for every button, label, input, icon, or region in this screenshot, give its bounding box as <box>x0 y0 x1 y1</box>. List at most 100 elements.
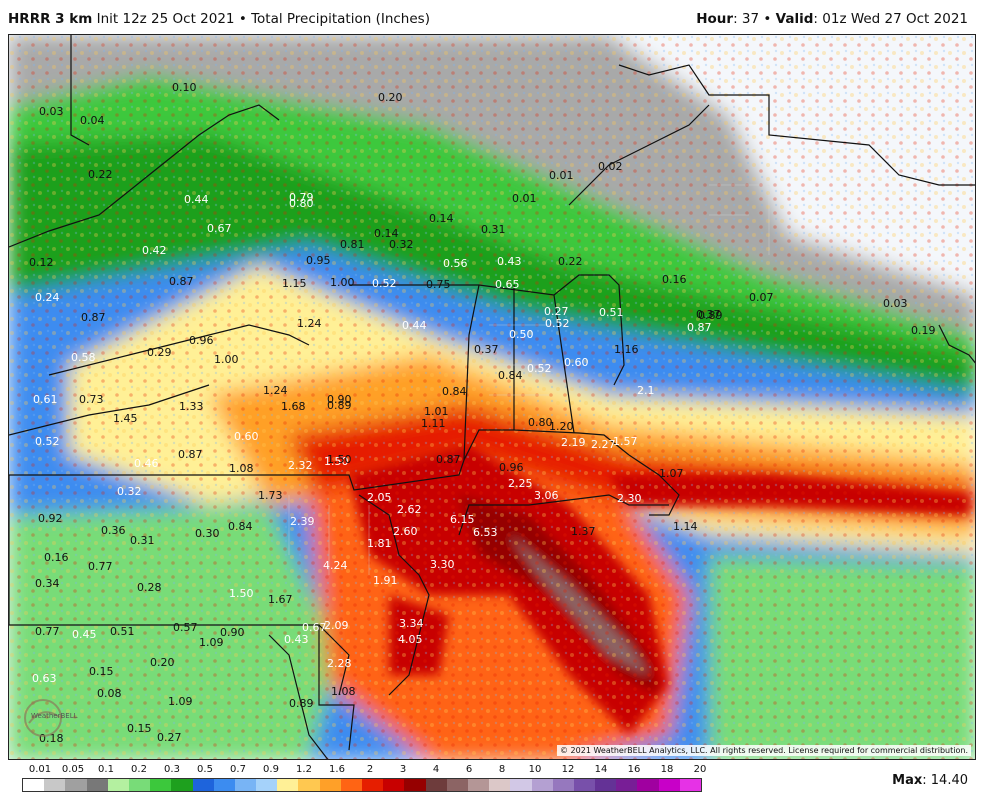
precip-value-label: 2.39 <box>290 515 315 528</box>
precip-value-label: 2.27 <box>591 438 616 451</box>
legend-swatch <box>637 779 659 791</box>
precip-value-label: 0.87 <box>436 453 461 466</box>
precip-value-label: 0.52 <box>545 317 570 330</box>
precip-value-label: 0.45 <box>72 628 97 641</box>
precip-value-label: 0.08 <box>97 687 122 700</box>
legend-swatch <box>192 779 214 791</box>
legend-tick-label: 0.2 <box>131 764 147 775</box>
precip-value-label: 0.01 <box>512 192 537 205</box>
bullet-separator-2: • <box>763 11 772 27</box>
precip-value-label: 0.96 <box>189 334 214 347</box>
legend-tick-label: 6 <box>465 764 473 775</box>
precip-value-label: 1.50 <box>324 455 349 468</box>
precip-value-label: 0.58 <box>71 351 96 364</box>
precip-value-label: 0.19 <box>911 324 936 337</box>
legend-swatch <box>658 779 680 791</box>
legend-swatch <box>531 779 553 791</box>
legend-swatch <box>552 779 574 791</box>
logo-text: WeatherBELL <box>31 712 78 720</box>
legend-tick-label: 8 <box>498 764 506 775</box>
precip-value-label: 0.22 <box>88 168 113 181</box>
precip-value-label: 0.77 <box>88 560 113 573</box>
title-left: HRRR 3 km Init 12z 25 Oct 2021 • Total P… <box>8 11 430 27</box>
precip-value-label: 2.28 <box>327 657 352 670</box>
legend-labels: 0.01 0.05 0.1 0.2 0.3 0.5 0.7 0.9 1.2 1.6 2 3 4 6 8 10 1… <box>22 764 707 778</box>
precip-value-label: 0.81 <box>340 238 365 251</box>
precip-value-label: 0.27 <box>157 731 182 744</box>
precip-value-label: 0.43 <box>284 633 309 646</box>
precipitation-map[interactable]: 0.10 0.20 0.03 0.04 0.22 0.44 0.79 0.80 0.01 0.02… <box>8 34 976 760</box>
precip-value-label: 0.87 <box>81 311 106 324</box>
legend-swatch <box>425 779 447 791</box>
precip-value-label: 2.62 <box>397 503 422 516</box>
boundaries <box>9 35 975 759</box>
max-number: : 14.40 <box>922 773 968 788</box>
legend-swatch <box>446 779 468 791</box>
legend-swatch <box>23 779 45 791</box>
hour-label: Hour <box>696 11 734 27</box>
precip-value-label: 1.00 <box>214 353 239 366</box>
legend-tick-label: 1.2 <box>296 764 312 775</box>
precip-value-label: 0.31 <box>481 223 506 236</box>
precip-value-label: 1.07 <box>659 467 684 480</box>
precip-value-label: 0.52 <box>35 435 60 448</box>
product-name: Total Precipitation (Inches) <box>251 11 430 27</box>
precip-value-label: 0.60 <box>234 430 259 443</box>
legend-swatch <box>298 779 320 791</box>
precip-value-label: 0.51 <box>110 625 135 638</box>
precip-value-label: 1.24 <box>297 317 322 330</box>
precip-value-label: 0.31 <box>130 534 155 547</box>
precip-value-label: 0.37 <box>696 308 721 321</box>
precip-value-label: 0.90 <box>327 393 352 406</box>
legend-swatch <box>234 779 257 791</box>
precip-value-label: 0.46 <box>134 457 159 470</box>
precip-value-label: 4.24 <box>323 559 348 572</box>
legend-tick-label: 12 <box>561 764 575 775</box>
legend-tick-label: 16 <box>627 764 641 775</box>
legend-tick-label: 18 <box>660 764 674 775</box>
precip-value-label: 1.14 <box>673 520 698 533</box>
precip-value-label: 0.89 <box>327 399 352 412</box>
precip-value-label: 1.16 <box>614 343 639 356</box>
precip-value-label: 0.44 <box>402 319 427 332</box>
precip-value-label: 0.14 <box>374 227 399 240</box>
precip-value-label: 0.07 <box>749 291 774 304</box>
model-name: HRRR 3 km <box>8 11 93 27</box>
precip-value-label: 0.84 <box>498 369 523 382</box>
precip-value-label: 0.89 <box>698 309 723 322</box>
precip-value-label: 0.14 <box>429 212 454 225</box>
legend-tick-label: 1.6 <box>329 764 345 775</box>
legend-tick-label: 2 <box>366 764 374 775</box>
precip-value-label: 0.22 <box>558 255 583 268</box>
map-canvas: 0.100.200.030.040.220.44 0.790.800.010.02… <box>9 35 975 759</box>
legend-swatch <box>404 779 426 791</box>
legend-tick-label: 0.01 <box>28 764 52 775</box>
precip-value-label: 3.30 <box>430 558 455 571</box>
legend-tick-label: 0.1 <box>98 764 114 775</box>
precip-value-label: 0.32 <box>117 485 142 498</box>
precip-value-label: 0.10 <box>172 81 197 94</box>
precip-value-label: 1.67 <box>268 593 293 606</box>
precip-value-label: 2.25 <box>508 477 533 490</box>
precip-value-label: 1.09 <box>199 636 224 649</box>
precip-value-label: 0.84 <box>228 520 253 533</box>
legend-tick-label: 20 <box>693 764 707 775</box>
precip-value-label: 1.15 <box>282 277 307 290</box>
copyright-notice: © 2021 WeatherBELL Analytics, LLC. All r… <box>557 745 971 756</box>
precip-value-label: 1.00 <box>330 276 355 289</box>
precip-value-label: 1.81 <box>367 537 392 550</box>
precip-value-label: 6.53 <box>473 526 498 539</box>
precip-value-label: 1.57 <box>613 435 638 448</box>
legend-swatch <box>319 779 341 791</box>
legend-swatch <box>340 779 362 791</box>
legend-swatch <box>128 779 151 791</box>
precip-value-label: 1.33 <box>179 400 204 413</box>
precip-value-label: 1.91 <box>373 574 398 587</box>
max-label: Max <box>892 773 923 788</box>
valid-value: : 01z Wed 27 Oct 2021 <box>813 11 968 27</box>
precip-value-label: 0.79 <box>289 191 314 204</box>
precip-value-label: 0.57 <box>173 621 198 634</box>
precip-value-label: 2.19 <box>561 436 586 449</box>
precip-value-label: 0.52 <box>372 277 397 290</box>
precip-value-label: 0.96 <box>499 461 524 474</box>
